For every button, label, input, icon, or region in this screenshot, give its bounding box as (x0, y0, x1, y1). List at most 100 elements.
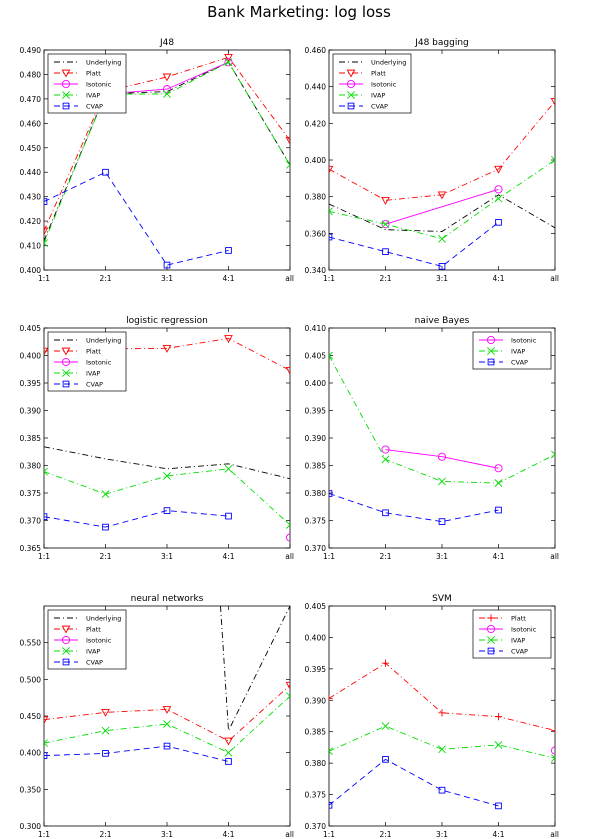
data-point (224, 464, 233, 473)
data-point (163, 90, 171, 98)
x-tick-label: 2:1 (99, 552, 111, 561)
y-tick-label: 0.385 (305, 462, 327, 471)
y-tick-label: 0.380 (20, 462, 42, 471)
y-tick-label: 0.400 (305, 156, 327, 165)
y-tick-label: 0.380 (305, 193, 327, 202)
legend-box (332, 53, 412, 114)
legend-label: Underlying (86, 337, 121, 345)
series-line (329, 662, 555, 731)
legend-label: IVAP (371, 92, 385, 100)
x-tick-label: 3:1 (436, 830, 448, 839)
series-line (44, 446, 290, 480)
legend-box (472, 609, 552, 659)
data-point (286, 520, 290, 529)
chart-panel: naive Bayes 0.370 0.375 0.380 0.385 0.390 0.39… (305, 316, 559, 561)
legend-marker (487, 647, 495, 655)
data-point (102, 523, 109, 531)
y-tick-label: 0.370 (305, 544, 327, 553)
x-tick-label: 2:1 (379, 552, 391, 561)
legend-label: CVAP (86, 103, 103, 111)
y-tick-label: 0.395 (20, 379, 42, 388)
series-line (220, 606, 290, 733)
x-tick-label: 1:1 (38, 830, 50, 839)
legend-marker (62, 380, 70, 388)
data-point (224, 748, 233, 757)
x-tick-label: all (285, 830, 294, 839)
data-point (286, 692, 290, 701)
y-tick-label: 0.400 (305, 633, 327, 642)
data-point (381, 220, 390, 229)
x-tick-label: 1:1 (38, 274, 50, 283)
plot-area (329, 98, 555, 270)
x-tick-label: 1:1 (323, 552, 335, 561)
legend-label: CVAP (511, 648, 528, 656)
data-point (286, 160, 290, 169)
data-point (438, 709, 446, 717)
x-tick-label: 3:1 (161, 552, 173, 561)
series-line (44, 171, 229, 266)
figure-title: Bank Marketing: log loss (207, 3, 391, 21)
x-tick-label: 3:1 (161, 274, 173, 283)
y-tick-label: 0.395 (305, 407, 327, 416)
legend-marker (61, 357, 71, 367)
x-tick-label: 2:1 (99, 274, 111, 283)
legend-label: Isotonic (511, 626, 537, 634)
y-tick-label: 0.370 (20, 517, 42, 526)
data-point (437, 191, 447, 200)
x-tick-label: 3:1 (161, 830, 173, 839)
data-point (44, 347, 49, 356)
data-point (162, 345, 172, 353)
legend-label: CVAP (371, 103, 388, 111)
series-line (44, 684, 290, 742)
data-point (162, 706, 172, 714)
y-tick-label: 0.450 (20, 712, 42, 721)
x-tick-label: 1:1 (38, 552, 50, 561)
x-tick-label: all (550, 274, 559, 283)
legend-label: Platt (86, 70, 101, 78)
legend-box (47, 53, 127, 114)
data-point (495, 802, 502, 810)
y-tick-label: 0.450 (20, 144, 42, 153)
legend-label: Isotonic (86, 637, 112, 645)
x-tick-label: 4:1 (222, 274, 234, 283)
legend-label: Platt (86, 626, 101, 634)
legend-label: IVAP (511, 637, 525, 645)
data-point (44, 739, 48, 748)
series-line (385, 188, 499, 225)
legend: Underlying Platt Isotonic IVAP CVAP (47, 53, 127, 114)
legend-marker (62, 647, 70, 655)
data-point (162, 73, 172, 82)
y-tick-label: 0.550 (20, 639, 42, 648)
data-point (494, 194, 503, 203)
legend-label: Underlying (371, 59, 406, 67)
data-point (224, 58, 233, 67)
legend-marker (61, 69, 71, 78)
data-point (382, 756, 389, 763)
data-point (285, 137, 290, 145)
data-point (101, 709, 110, 717)
data-point (551, 754, 555, 763)
y-tick-label: 0.460 (20, 119, 42, 128)
y-tick-label: 0.405 (20, 324, 42, 333)
legend: Underlying Platt Isotonic IVAP CVAP (332, 53, 412, 114)
data-point (44, 716, 49, 725)
legend-marker (487, 614, 495, 622)
y-tick-label: 0.370 (305, 822, 327, 831)
y-tick-label: 0.490 (20, 46, 42, 55)
data-point (494, 740, 503, 749)
y-tick-label: 0.350 (20, 785, 42, 794)
legend: Underlying Platt Isotonic IVAP CVAP (47, 609, 127, 670)
legend-box (47, 609, 127, 670)
y-tick-label: 0.405 (305, 352, 327, 361)
data-point (494, 713, 503, 721)
data-point (285, 533, 290, 542)
data-point (285, 681, 290, 690)
plot-area (44, 54, 290, 269)
legend-label: CVAP (511, 359, 528, 367)
data-point (102, 750, 109, 757)
legend-label: Isotonic (371, 81, 397, 89)
series-line (44, 695, 290, 754)
y-tick-label: 0.400 (305, 379, 327, 388)
x-tick-label: 3:1 (436, 274, 448, 283)
data-point (225, 758, 232, 765)
